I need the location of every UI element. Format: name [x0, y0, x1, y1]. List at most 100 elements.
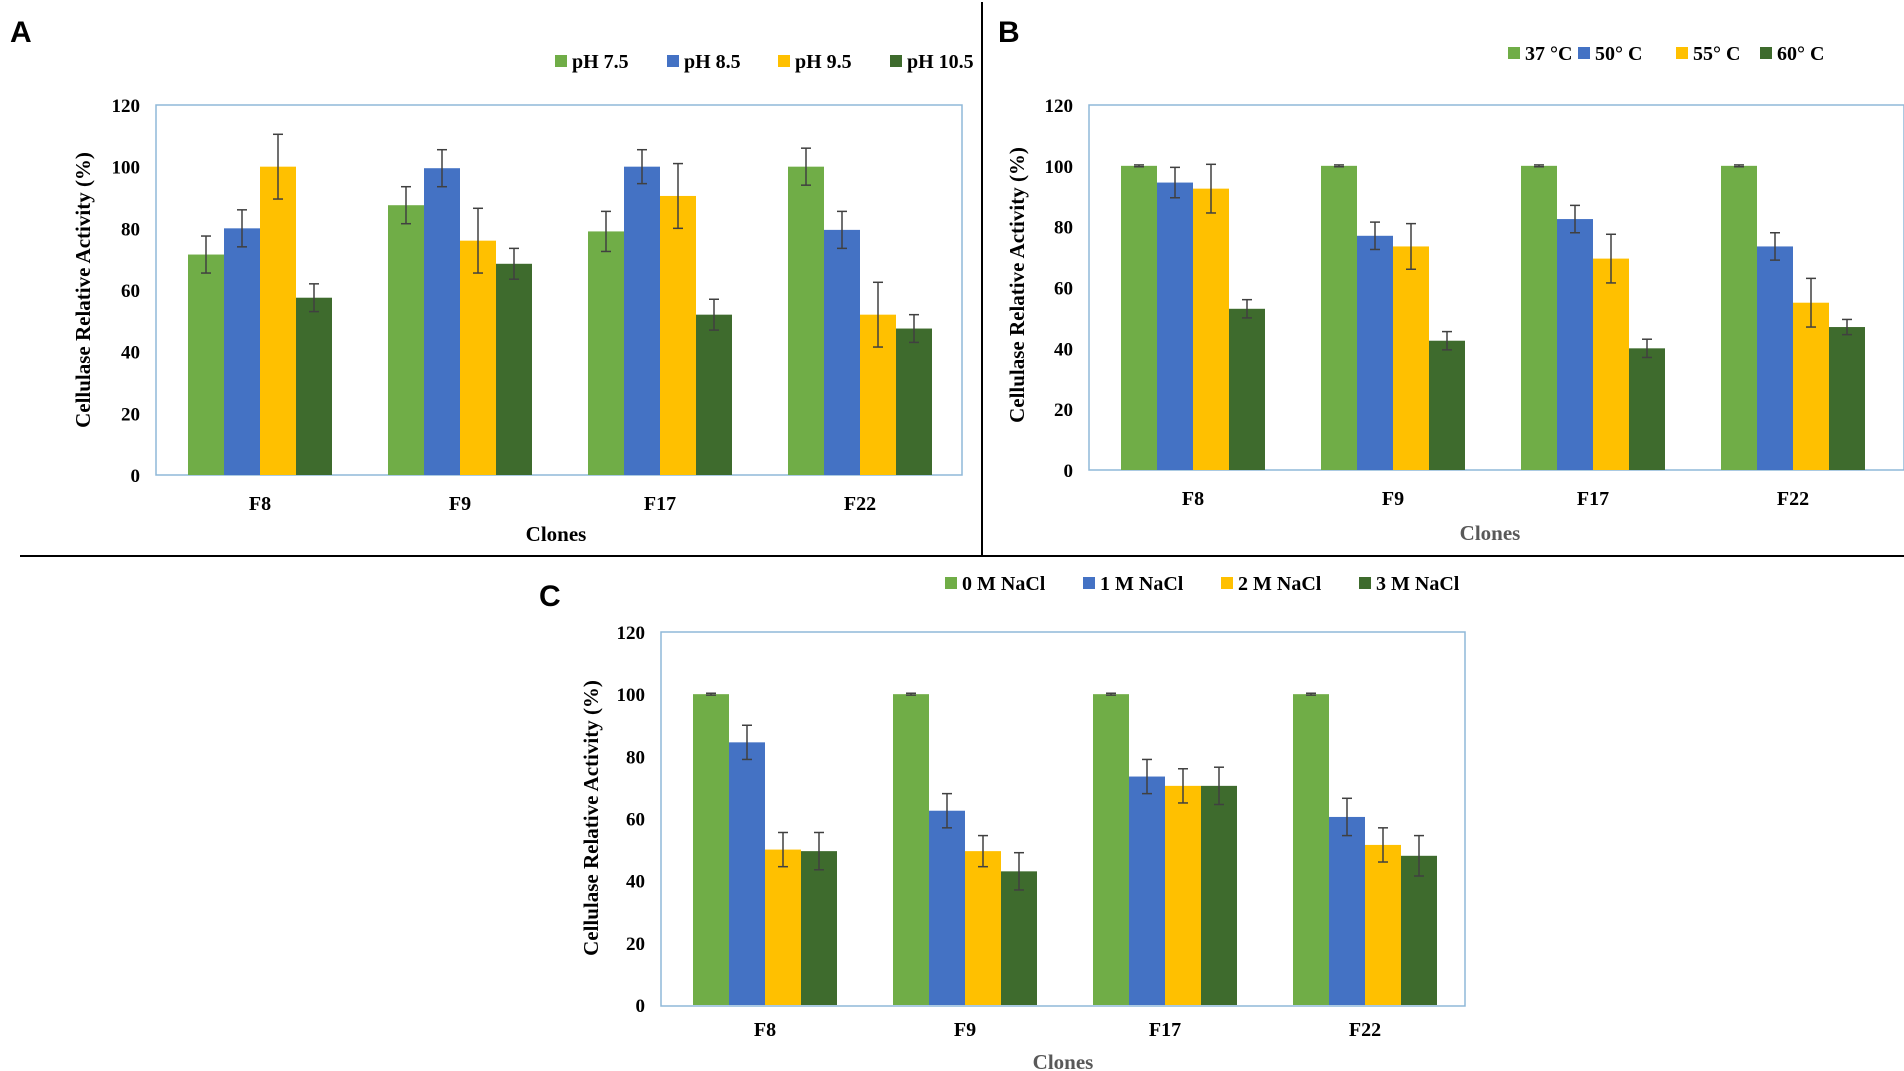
bar-f17-series-4	[1201, 785, 1237, 1005]
bar-f22-series-4	[1401, 855, 1437, 1005]
category-label-f17: F17	[1149, 1019, 1181, 1041]
legend-label: pH 7.5	[572, 51, 629, 73]
panel-a: A pH 7.5 pH 8.5 pH 9.5 pH 10.5 0 20 40 60 80 100…	[10, 16, 974, 546]
error-bar	[1306, 692, 1316, 696]
legend-swatch	[667, 55, 679, 67]
panel-letter-c: C	[539, 580, 561, 613]
bar-f17-series-1	[1093, 694, 1129, 1005]
bar-f22-series-1	[1721, 165, 1757, 471]
y-tick-label: 120	[617, 623, 646, 644]
legend-label: 50° C	[1595, 43, 1642, 65]
error-bar	[1370, 221, 1380, 251]
y-tick-label: 120	[112, 96, 141, 117]
category-label-f22: F22	[1349, 1019, 1381, 1041]
error-bar	[1170, 166, 1180, 199]
y-axis-title-a: Cellulase Relative Activity (%)	[71, 152, 95, 428]
legend-swatch	[1083, 577, 1095, 589]
y-tick-label: 100	[1045, 157, 1074, 178]
legend-item: 60° C	[1760, 43, 1824, 65]
legend-swatch	[1508, 47, 1520, 59]
error-bar	[637, 148, 647, 185]
legend-label: 1 M NaCl	[1100, 573, 1184, 595]
error-bar	[909, 313, 919, 344]
y-axis-title-b: Cellulase Relative Activity (%)	[1005, 147, 1029, 423]
category-label-f8: F8	[754, 1019, 776, 1041]
legend-label: 0 M NaCl	[962, 573, 1046, 595]
y-tick-label: 0	[636, 996, 646, 1017]
category-label-f9: F9	[954, 1019, 976, 1041]
bar-f22-series-2	[1757, 246, 1793, 470]
bar-f8-series-4	[1229, 308, 1265, 470]
error-bar	[873, 281, 883, 348]
y-tick-label: 120	[1045, 96, 1074, 117]
error-bar	[742, 724, 752, 761]
bar-f8-series-1	[1121, 165, 1157, 471]
y-tick-label: 80	[121, 219, 140, 240]
error-bar	[309, 283, 319, 313]
y-tick-label: 20	[121, 404, 140, 425]
legend-item: 2 M NaCl	[1221, 573, 1322, 595]
y-tick-label: 100	[112, 158, 141, 179]
y-tick-label: 40	[1054, 339, 1073, 360]
y-tick-label: 20	[1054, 400, 1073, 421]
bar-f9-series-4	[1001, 871, 1037, 1005]
category-label-f22: F22	[1777, 488, 1809, 510]
legend-label: 3 M NaCl	[1376, 573, 1460, 595]
plot-frame-c	[660, 631, 1466, 1007]
error-bar	[837, 210, 847, 250]
legend-label: 2 M NaCl	[1238, 573, 1322, 595]
error-bar	[814, 831, 824, 871]
error-bar	[473, 207, 483, 274]
error-bar	[273, 133, 283, 200]
bar-f9-series-3	[1393, 246, 1429, 470]
bar-f8-series-3	[1193, 188, 1229, 471]
error-bar	[1378, 827, 1388, 863]
bar-f17-series-4	[696, 314, 732, 475]
category-label-f9: F9	[449, 493, 471, 515]
bar-f17-series-1	[1521, 165, 1557, 471]
y-tick-label: 80	[626, 747, 645, 768]
error-bar	[201, 235, 211, 274]
x-axis-title-c: Clones	[1033, 1050, 1094, 1071]
y-tick-label: 0	[131, 466, 141, 487]
category-label-f17: F17	[1577, 488, 1609, 510]
error-bar	[906, 692, 916, 696]
legend-item: 1 M NaCl	[1083, 573, 1184, 595]
panel-letter-a: A	[10, 16, 32, 49]
error-bar	[1334, 164, 1344, 168]
error-bar	[1842, 318, 1852, 336]
error-bar	[778, 831, 788, 868]
error-bar	[673, 162, 683, 230]
bar-f8-series-1	[188, 254, 224, 475]
category-label-f22: F22	[844, 493, 876, 515]
legend-item: 50° C	[1578, 43, 1642, 65]
plot-area-b: 0 20 40 60 80 100 120 F8 F9 F17 F22	[1045, 96, 1865, 510]
category-label-f9: F9	[1382, 488, 1404, 510]
bar-f17-series-1	[588, 231, 624, 475]
category-label-f8: F8	[1182, 488, 1204, 510]
error-bar	[1642, 338, 1652, 359]
legend-c: 0 M NaCl 1 M NaCl 2 M NaCl 3 M NaCl	[945, 573, 1460, 595]
category-label-f17: F17	[644, 493, 676, 515]
bar-f9-series-2	[424, 168, 460, 476]
error-bar	[1534, 164, 1544, 168]
legend-swatch	[1221, 577, 1233, 589]
bar-f9-series-3	[460, 240, 496, 475]
y-tick-label: 80	[1054, 218, 1073, 239]
legend-swatch	[1760, 47, 1772, 59]
error-bar	[1342, 797, 1352, 837]
bar-f17-series-2	[624, 166, 660, 475]
error-bar	[1242, 298, 1252, 319]
legend-item: 55° C	[1676, 43, 1740, 65]
legend-label: 55° C	[1693, 43, 1740, 65]
error-bar	[1406, 222, 1416, 270]
y-tick-label: 0	[1064, 461, 1074, 482]
error-bar	[1106, 692, 1116, 696]
error-bar	[601, 210, 611, 253]
legend-item: pH 8.5	[667, 51, 741, 73]
bar-f17-series-2	[1129, 776, 1165, 1005]
plot-frame-b	[1088, 104, 1904, 471]
error-bar	[1734, 164, 1744, 168]
bar-f9-series-2	[1357, 235, 1393, 470]
